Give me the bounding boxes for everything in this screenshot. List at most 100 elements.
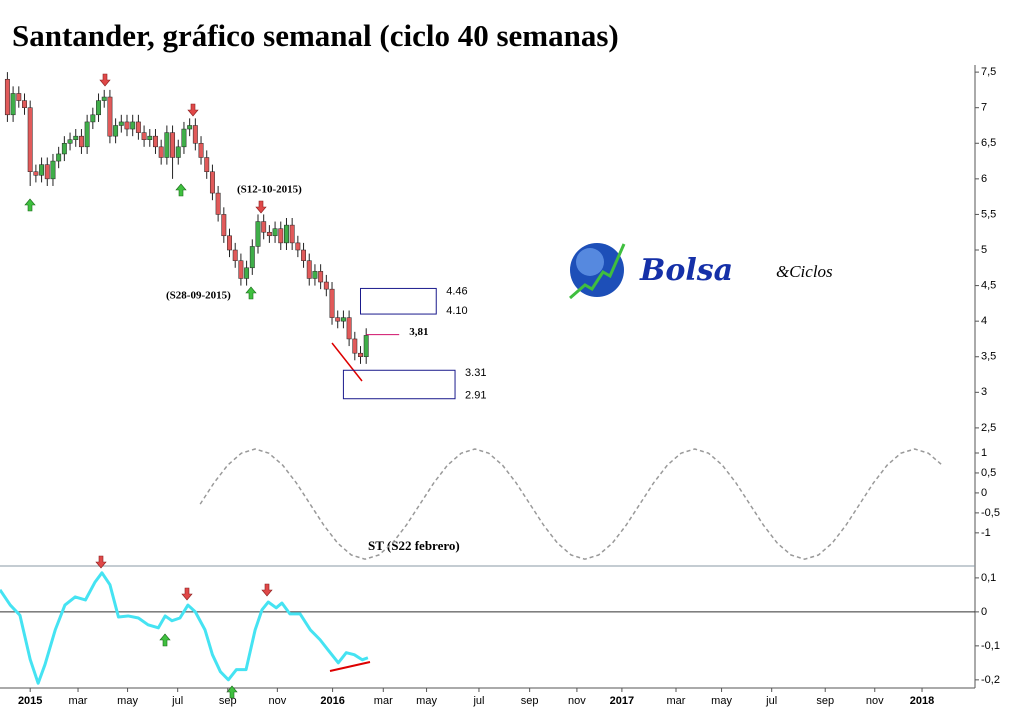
last-price-label: 3,81 <box>409 326 428 338</box>
candle-body <box>301 249 306 261</box>
logo: Bolsa &Ciclos <box>569 243 833 300</box>
candle-body <box>90 114 96 123</box>
candle-body <box>249 246 255 269</box>
y-tick-label: 7 <box>981 102 987 114</box>
zone-label: 4.10 <box>446 305 467 317</box>
candle-body <box>363 335 369 357</box>
x-tick-label: nov <box>866 695 884 707</box>
candle-body <box>84 121 90 148</box>
candle-body <box>227 235 232 251</box>
logo-text: Bolsa <box>639 253 733 288</box>
candle-body <box>44 164 50 180</box>
candle-body <box>215 192 221 215</box>
candle-body <box>61 143 67 155</box>
candle-body <box>33 171 39 176</box>
y-tick-label: 4,5 <box>981 279 996 291</box>
candle-body <box>335 317 341 322</box>
candle-body <box>22 100 27 108</box>
candle-body <box>141 132 147 140</box>
candle-body <box>107 96 113 137</box>
x-tick-label: nov <box>268 695 286 707</box>
y-tick-label: 0,5 <box>981 467 996 479</box>
y-tick-label: 3,5 <box>981 351 996 363</box>
x-tick-label: 2018 <box>910 695 934 707</box>
candle-body <box>113 125 119 137</box>
candle-body <box>73 135 79 140</box>
candle-body <box>284 224 289 244</box>
x-tick-label: jul <box>472 695 484 707</box>
x-tick-label: mar <box>667 695 686 707</box>
arrows <box>24 73 273 699</box>
candle-body <box>192 125 198 144</box>
candle-body <box>312 271 318 279</box>
candle-body <box>329 288 335 318</box>
x-tick-label: nov <box>568 695 586 707</box>
y-tick-label: 5 <box>981 244 987 256</box>
candle-body <box>10 93 16 116</box>
x-tick-label: jul <box>765 695 777 707</box>
candle-body <box>295 242 301 251</box>
candle-body <box>221 214 227 237</box>
y-tick-label: -0,1 <box>981 640 1000 652</box>
x-tick-label: sep <box>219 695 237 707</box>
zone-label: 3.31 <box>465 367 486 379</box>
y-tick-label: 0,1 <box>981 572 996 584</box>
candle-body <box>306 260 312 279</box>
chart-title: Santander, gráfico semanal (ciclo 40 sem… <box>12 18 619 53</box>
candle-body <box>135 121 141 133</box>
candle-body <box>244 267 250 279</box>
candle-body <box>67 139 73 144</box>
candle-body <box>261 221 267 233</box>
candle-body <box>238 260 244 279</box>
x-tick-label: sep <box>816 695 834 707</box>
y-tick-label: 6,5 <box>981 137 996 149</box>
x-tick-label: sep <box>521 695 539 707</box>
candle-body <box>272 228 278 237</box>
x-tick-label: may <box>711 695 732 707</box>
y-tick-label: -0,2 <box>981 674 1000 686</box>
candle-body <box>147 135 153 140</box>
x-tick-label: 2015 <box>18 695 42 707</box>
candle-body <box>50 160 56 180</box>
y-tick-label: 4 <box>981 315 987 327</box>
series-line <box>0 571 369 685</box>
candle-body <box>164 132 170 158</box>
x-tick-label: mar <box>374 695 393 707</box>
annotation: ST (S22 febrero) <box>368 538 460 553</box>
y-tick-label: 0 <box>981 606 987 618</box>
candle-body <box>266 231 272 237</box>
x-tick-label: jul <box>171 695 183 707</box>
x-tick-label: may <box>416 695 437 707</box>
candle-body <box>318 271 324 283</box>
y-tick-label: 3 <box>981 386 987 398</box>
x-tick-label: 2017 <box>610 695 634 707</box>
candle-body <box>289 224 295 244</box>
zone-label: 2.91 <box>465 390 486 402</box>
x-tick-label: 2016 <box>320 695 344 707</box>
candle-body <box>198 143 204 158</box>
candle-body <box>78 135 84 148</box>
x-tick-label: may <box>117 695 138 707</box>
candle-body <box>39 164 45 176</box>
y-tick-label: 1 <box>981 447 987 459</box>
y-tick-label: 0 <box>981 487 987 499</box>
y-tick-label: 5,5 <box>981 208 996 220</box>
y-tick-label: 2,5 <box>981 422 996 434</box>
y-tick-label: 7,5 <box>981 66 996 78</box>
x-tick-label: mar <box>69 695 88 707</box>
series-line <box>199 448 943 560</box>
candle-body <box>16 93 22 101</box>
y-tick-label: -1 <box>981 527 991 539</box>
candle-body <box>352 338 358 354</box>
logo-subtext: &Ciclos <box>776 262 833 281</box>
target-zone <box>359 287 437 315</box>
target-zone <box>342 369 456 400</box>
candle-body <box>4 78 10 116</box>
zone-label: 4.46 <box>446 285 467 297</box>
candle-body <box>170 132 176 158</box>
candle-body <box>323 281 329 290</box>
candle-body <box>56 153 62 162</box>
candle-body <box>278 228 284 244</box>
candle-body <box>358 352 363 357</box>
